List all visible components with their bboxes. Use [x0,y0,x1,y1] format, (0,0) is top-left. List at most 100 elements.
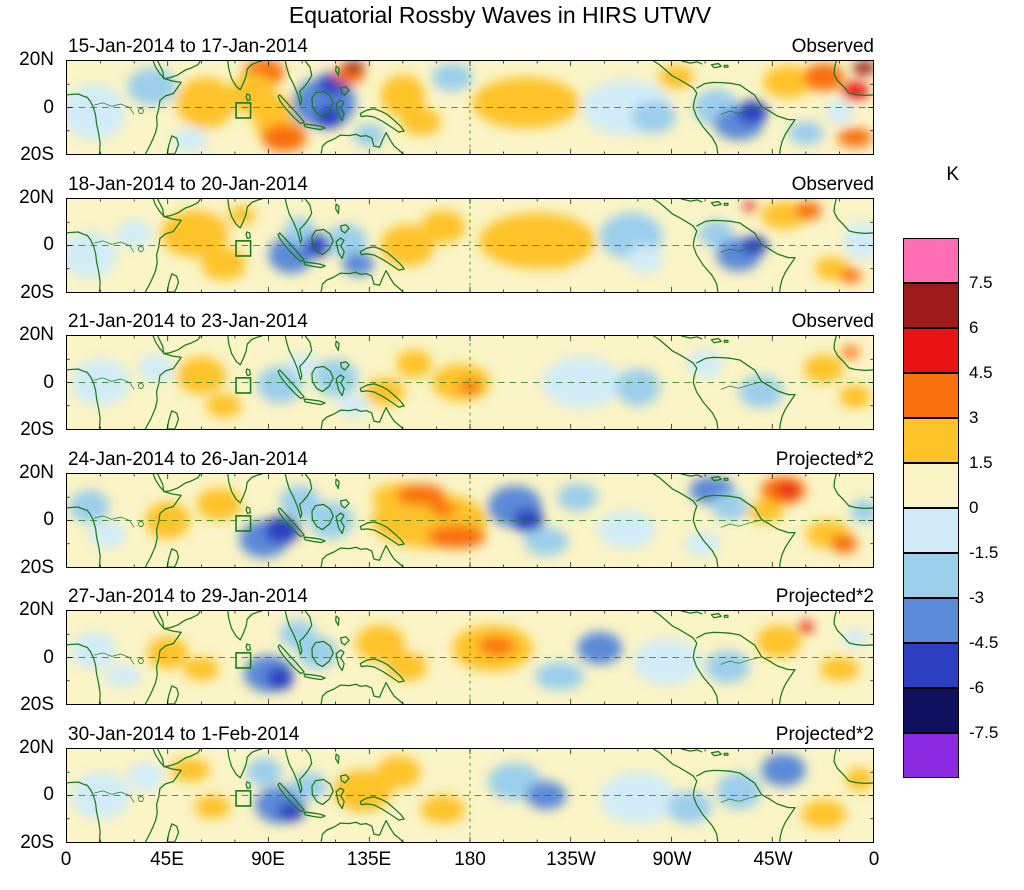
colorbar-segment [903,643,959,688]
colorbar-tick-label: 1.5 [969,453,993,472]
panel-date-range: 18-Jan-2014 to 20-Jan-2014 [68,173,308,195]
panel-heading-3: 21-Jan-2014 to 23-Jan-2014 Observed [66,311,874,335]
colorbar-tick-label: -1.5 [969,543,999,562]
y-axis-label: 0 [43,784,54,805]
tick-marks [67,611,873,704]
map-svg-6 [67,748,873,842]
colorbar-tick-label: 7.5 [969,273,993,292]
anomaly-layer [69,475,873,558]
y-axis-label: 0 [43,509,54,530]
colorbar-tick-label: 4.5 [969,363,993,382]
grid-layer [67,611,873,704]
tick-marks [67,61,873,154]
coastlines-layer [67,336,873,429]
chart-title: Equatorial Rossby Waves in HIRS UTWV [288,2,712,28]
map-svg-4 [67,473,873,567]
map-panel-4 [66,472,874,568]
y-axis-label: 20N [19,599,54,620]
panel-heading-5: 27-Jan-2014 to 29-Jan-2014 Projected*2 [66,586,874,610]
panel-source-label: Projected*2 [775,723,874,745]
colorbar-tick-label: -4.5 [969,633,999,652]
x-axis-label: 45W [753,849,793,870]
panel-source-label: Projected*2 [775,448,874,470]
colorbar-tick-label: 0 [969,498,979,517]
y-axis-label: 20N [19,736,54,758]
x-axis-label: 135E [346,849,392,870]
map-panel-6 [66,747,874,843]
coastlines-layer [67,748,873,842]
panel-source-label: Observed [791,311,874,332]
y-axis-label: 20S [20,144,54,165]
tick-marks [67,336,873,429]
panel-date-range: 15-Jan-2014 to 17-Jan-2014 [68,36,308,57]
x-axis-label: 0 [868,849,880,870]
x-axis-label: 90E [251,849,285,870]
y-axis-label: 20N [19,186,54,208]
grid-layer [67,473,873,567]
map-panel-2 [66,197,874,293]
grid-layer [67,748,873,842]
colorbar-segment [903,508,959,553]
colorbar-segment [903,238,959,283]
y-axis-label: 20S [20,831,54,853]
colorbar-tick-label: 6 [969,318,979,337]
panel-date-range: 21-Jan-2014 to 23-Jan-2014 [68,311,308,332]
colorbar-segment [903,283,959,328]
y-axis-label: 20N [19,324,54,345]
grid-layer [67,61,873,154]
y-axis-label: 20S [20,419,54,440]
panel-date-range: 30-Jan-2014 to 1-Feb-2014 [68,723,300,745]
y-axis-label: 20S [20,556,54,578]
colorbar-units-label: K [946,164,959,185]
map-svg-3 [67,336,873,429]
colorbar-segment [903,688,959,733]
x-axis-label: 0 [60,849,72,870]
x-axis-label: 135W [546,849,596,870]
panel-source-label: Observed [791,173,874,195]
y-axis-label: 20N [19,461,54,483]
map-panel-3 [66,335,874,430]
y-axis-label: 0 [43,646,54,668]
tick-marks [67,748,873,842]
colorbar-tick-label: -6 [969,678,985,697]
panel-heading-4: 24-Jan-2014 to 26-Jan-2014 Projected*2 [66,449,874,473]
anomaly-layer [67,200,873,283]
y-axis-label: 0 [43,96,54,118]
colorbar-segment [903,598,959,643]
coastlines-layer [67,611,873,704]
colorbar-segment [903,328,959,373]
colorbar-segment [903,463,959,508]
colorbar-tick-label: -3 [969,588,985,607]
y-axis-label: 0 [43,371,54,393]
y-axis-label: 20N [19,49,54,70]
colorbar-segment [903,733,959,778]
x-axis-label: 180 [454,849,486,870]
coastlines-layer [67,61,873,154]
colorbar-segment [903,418,959,463]
colorbar-segment [903,373,959,418]
panel-source-label: Projected*2 [775,586,874,607]
tick-marks [67,198,873,292]
y-axis-label: 20S [20,281,54,303]
panel-date-range: 27-Jan-2014 to 29-Jan-2014 [68,586,308,607]
colorbar-tick-label: -7.5 [969,723,999,742]
panel-heading-1: 15-Jan-2014 to 17-Jan-2014 Observed [66,36,874,60]
x-axis-label: 90W [652,849,692,870]
map-svg-1 [67,61,873,154]
x-axis-label: 45E [150,849,184,870]
map-svg-5 [67,611,873,704]
colorbar: 7.5 6 4.5 3 1.5 0 -1.5 -3 -4.5 -6 -7.5 [903,238,998,778]
y-axis-label: 20S [20,694,54,715]
colorbar-segment [903,553,959,598]
y-axis-label: 0 [43,234,54,255]
panel-heading-6: 30-Jan-2014 to 1-Feb-2014 Projected*2 [66,724,874,748]
coastlines-layer [67,473,873,567]
colorbar-tick-label: 3 [969,408,979,427]
grid-layer [67,198,873,292]
map-panel-1 [66,60,874,155]
grid-layer [67,336,873,429]
panel-source-label: Observed [791,36,874,57]
anomaly-layer [71,753,873,828]
panel-heading-2: 18-Jan-2014 to 20-Jan-2014 Observed [66,174,874,198]
